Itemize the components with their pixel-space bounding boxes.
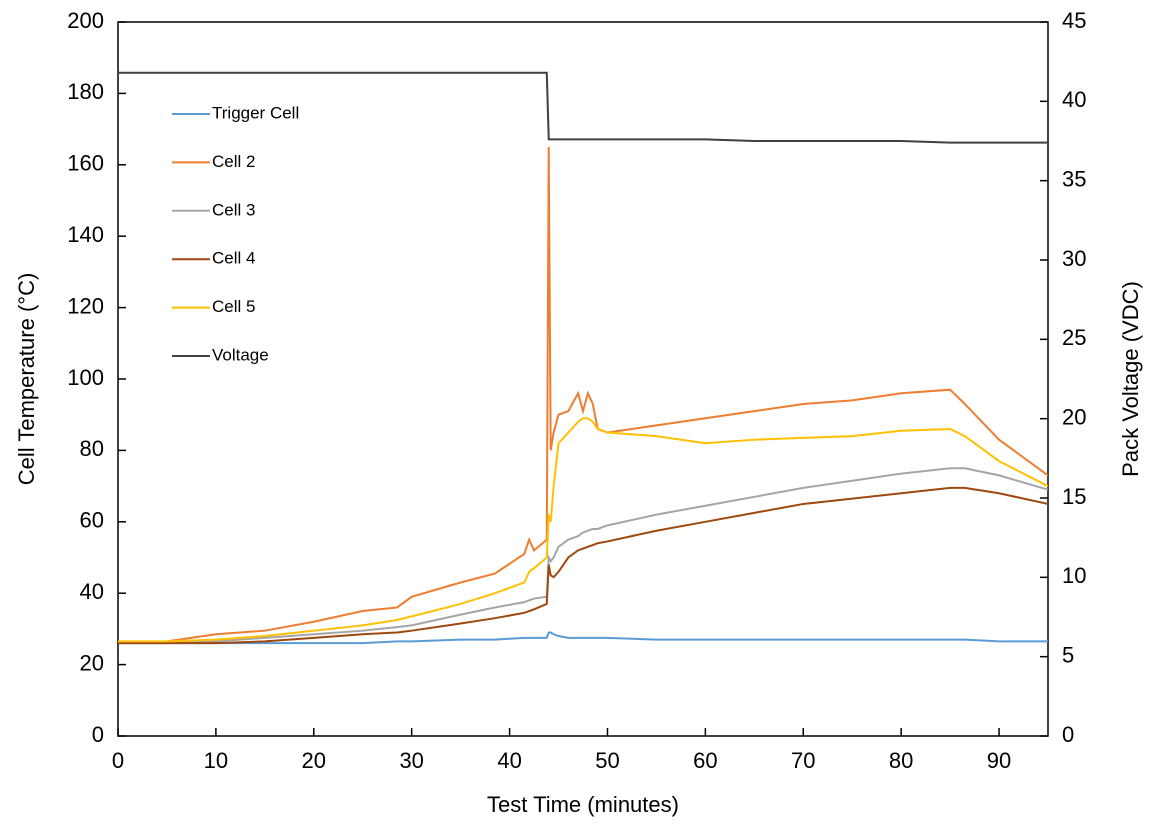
y2-tick-label: 25 (1062, 325, 1086, 350)
y2-tick-label: 35 (1062, 166, 1086, 191)
legend-label: Trigger Cell (212, 103, 299, 122)
x-axis-title: Test Time (minutes) (487, 792, 679, 817)
legend-label: Cell 3 (212, 200, 255, 219)
x-tick-label: 60 (693, 748, 717, 773)
y-tick-label: 160 (67, 151, 104, 176)
y-tick-label: 200 (67, 8, 104, 33)
x-tick-label: 80 (889, 748, 913, 773)
x-tick-label: 40 (497, 748, 521, 773)
plot-frame (117, 21, 1049, 737)
x-tick-label: 0 (112, 748, 124, 773)
x-tick-label: 70 (791, 748, 815, 773)
y2-tick-label: 40 (1062, 87, 1086, 112)
series-line (118, 467, 1049, 645)
series-line (117, 146, 1049, 645)
x-tick-label: 50 (595, 748, 619, 773)
x-tick-label: 10 (204, 748, 228, 773)
series-line (118, 631, 1048, 645)
y-tick-label: 120 (67, 293, 104, 318)
y2-tick-label: 10 (1062, 563, 1086, 588)
y2-tick-label: 30 (1062, 246, 1086, 271)
y-tick-label: 100 (67, 365, 104, 390)
y-tick-label: 20 (80, 650, 104, 675)
y2-tick-label: 45 (1062, 8, 1086, 33)
y2-tick-label: 0 (1062, 722, 1074, 747)
y-tick-label: 180 (67, 79, 104, 104)
y2-tick-label: 5 (1062, 642, 1074, 667)
y-tick-label: 60 (80, 508, 104, 533)
y-tick-label: 40 (80, 579, 104, 604)
legend-label: Cell 5 (212, 297, 255, 316)
x-tick-label: 90 (987, 748, 1011, 773)
legend-label: Cell 2 (212, 152, 255, 171)
legend-label: Cell 4 (212, 249, 255, 268)
x-tick-label: 30 (399, 748, 423, 773)
x-tick-label: 20 (302, 748, 326, 773)
legend-label: Voltage (212, 345, 269, 364)
series-line (118, 71, 1048, 144)
y-tick-label: 0 (92, 722, 104, 747)
y2-tick-label: 15 (1062, 484, 1086, 509)
y-tick-label: 80 (80, 436, 104, 461)
series-line (118, 486, 1049, 645)
y-axis-title: Cell Temperature (°C) (14, 273, 39, 486)
y2-tick-label: 20 (1062, 404, 1086, 429)
y2-axis-title: Pack Voltage (VDC) (1118, 281, 1143, 477)
series-line (118, 417, 1049, 643)
y-tick-label: 140 (67, 222, 104, 247)
